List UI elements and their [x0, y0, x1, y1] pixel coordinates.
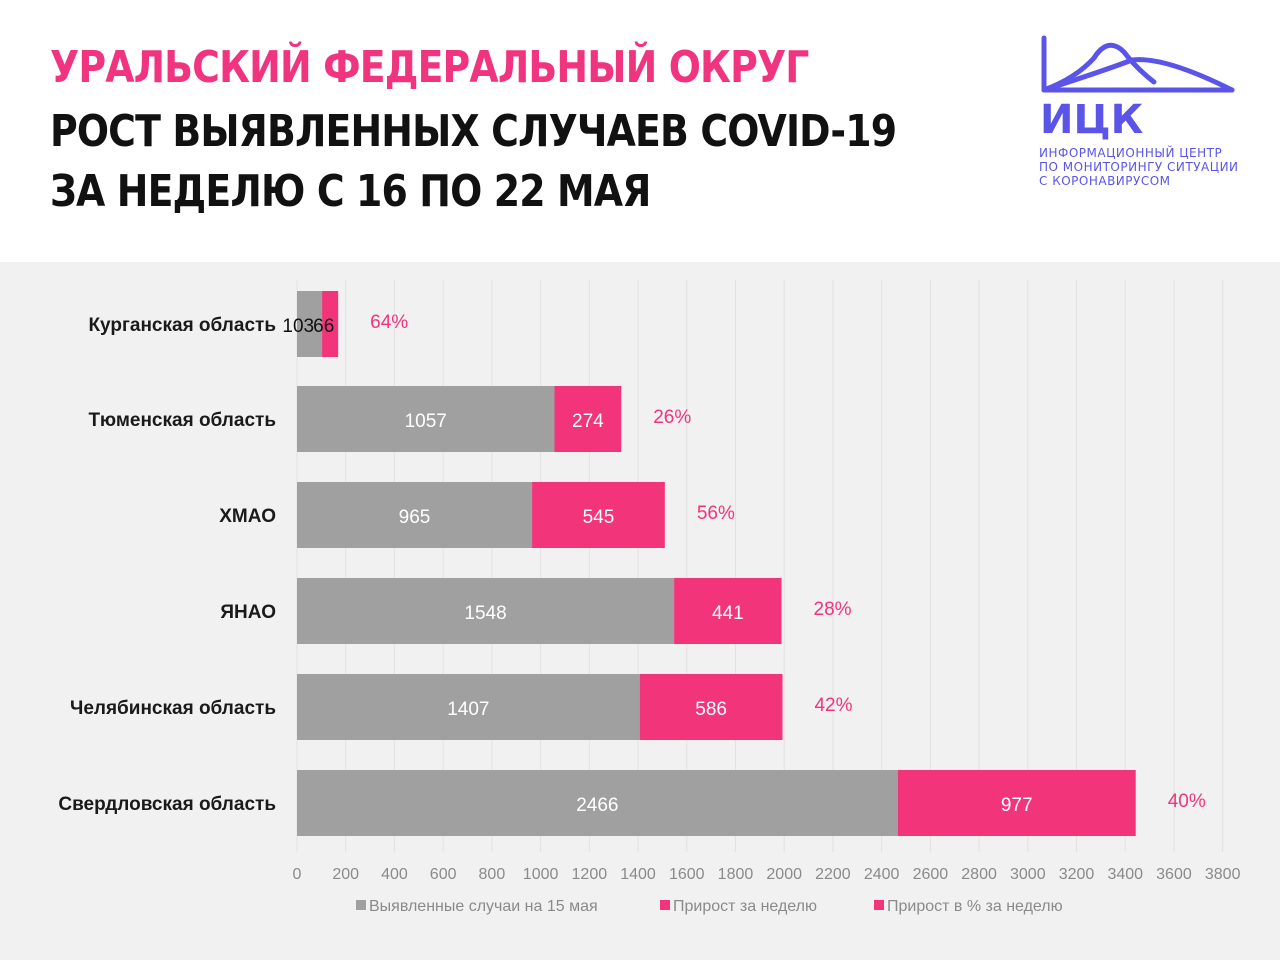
bar-growth — [532, 482, 665, 548]
title-subject: РОСТ ВЫЯВЛЕННЫХ СЛУЧАЕВ COVID-19 — [50, 106, 897, 157]
x-tick-label: 1600 — [669, 866, 705, 883]
bar-growth — [639, 674, 783, 740]
data-label-percent: 26% — [653, 407, 691, 428]
data-label-growth: 441 — [712, 603, 744, 624]
stacked-bar-chart: Курганская область 103 66 64% Тюменская обла… — [58, 280, 1241, 915]
header: УРАЛЬСКИЙ ФЕДЕРАЛЬНЫЙ ОКРУГ РОСТ ВЫЯВЛЕН… — [0, 0, 1280, 262]
bar-detected — [297, 482, 533, 548]
category-label: Челябинская область — [70, 698, 276, 719]
data-label-percent: 28% — [814, 599, 852, 620]
data-label-growth: 274 — [572, 411, 604, 432]
logo-caption-line: ИНФОРМАЦИОННЫЙ ЦЕНТР — [1039, 146, 1223, 160]
bar-growth — [554, 386, 622, 452]
legend-label: Выявленные случаи на 15 мая — [369, 898, 598, 915]
x-tick-label: 2800 — [961, 866, 997, 883]
data-label-detected: 2466 — [576, 795, 618, 816]
bar-detected — [297, 291, 323, 357]
x-tick-label: 2000 — [766, 866, 802, 883]
bar-growth — [897, 770, 1136, 836]
x-tick-label: 3000 — [1010, 866, 1046, 883]
logo-caption: ИНФОРМАЦИОННЫЙ ЦЕНТР ПО МОНИТОРИНГУ СИТУ… — [1039, 146, 1239, 188]
legend-label: Прирост за неделю — [673, 898, 817, 915]
x-tick-label: 3200 — [1059, 866, 1095, 883]
x-tick-label: 2200 — [815, 866, 851, 883]
x-tick-label: 3600 — [1156, 866, 1192, 883]
x-tick-label: 400 — [381, 866, 408, 883]
data-label-growth: 66 — [313, 316, 334, 337]
data-label-detected: 1548 — [464, 603, 506, 624]
data-label-percent: 56% — [697, 503, 735, 524]
category-label: ЯНАО — [220, 602, 276, 623]
title-region: УРАЛЬСКИЙ ФЕДЕРАЛЬНЫЙ ОКРУГ — [50, 42, 809, 93]
bar-detected — [297, 578, 675, 644]
bar-detected — [297, 386, 555, 452]
data-label-percent: 64% — [370, 312, 408, 333]
legend-label: Прирост в % за неделю — [887, 898, 1063, 915]
data-label-detected: 103 — [282, 316, 314, 337]
x-tick-label: 1200 — [572, 866, 608, 883]
x-tick-label: 3400 — [1107, 866, 1143, 883]
x-tick-label: 0 — [293, 866, 302, 883]
x-tick-label: 200 — [332, 866, 359, 883]
bar-growth — [322, 291, 339, 357]
x-tick-label: 1800 — [718, 866, 754, 883]
x-tick-label: 800 — [479, 866, 506, 883]
data-label-percent: 40% — [1168, 791, 1206, 812]
data-label-growth: 977 — [1001, 795, 1033, 816]
data-label-percent: 42% — [814, 695, 852, 716]
title-period: ЗА НЕДЕЛЮ С 16 ПО 22 МАЯ — [50, 166, 651, 217]
legend-swatch — [660, 900, 670, 910]
legend-swatch — [874, 900, 884, 910]
data-label-detected: 965 — [399, 507, 431, 528]
category-label: ХМАО — [219, 506, 276, 527]
data-label-growth: 545 — [583, 507, 615, 528]
x-tick-label: 2600 — [913, 866, 949, 883]
data-label-detected: 1057 — [405, 411, 447, 432]
bar-detected — [297, 770, 898, 836]
bar-growth — [674, 578, 782, 644]
logo-caption-line: С КОРОНАВИРУСОМ — [1039, 174, 1171, 188]
data-label-detected: 1407 — [447, 699, 489, 720]
data-label-growth: 586 — [695, 699, 727, 720]
x-tick-label: 1000 — [523, 866, 559, 883]
bar-detected — [297, 674, 640, 740]
category-label: Тюменская область — [89, 410, 277, 431]
x-tick-label: 1400 — [620, 866, 656, 883]
logo-icon: ИЦК — [1040, 35, 1235, 143]
legend-swatch — [356, 900, 366, 910]
x-tick-label: 600 — [430, 866, 457, 883]
logo-caption-line: ПО МОНИТОРИНГУ СИТУАЦИИ — [1039, 160, 1239, 174]
logo-abbr: ИЦК — [1040, 97, 1144, 143]
category-label: Свердловская область — [58, 794, 276, 815]
category-label: Курганская область — [88, 315, 276, 336]
x-tick-label: 3800 — [1205, 866, 1241, 883]
x-tick-label: 2400 — [864, 866, 900, 883]
